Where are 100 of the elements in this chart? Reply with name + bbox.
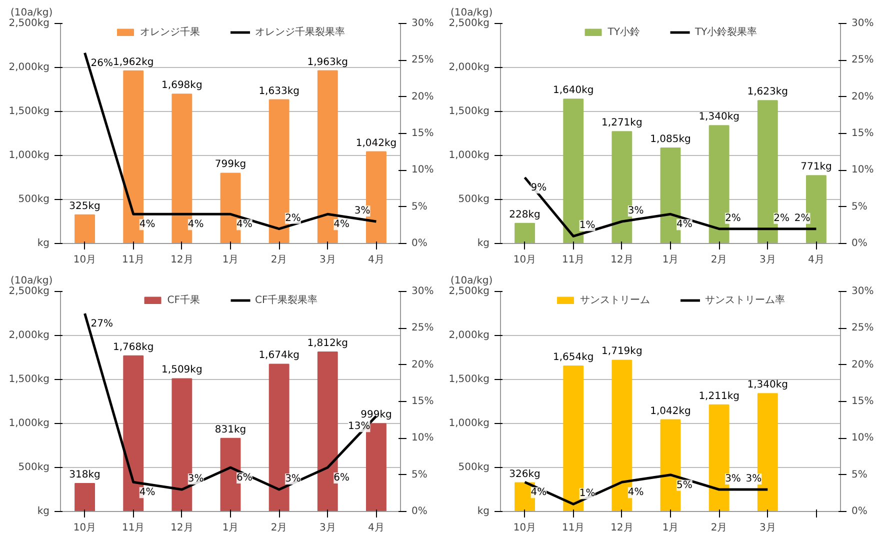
y2-tick-label: 30% (852, 286, 874, 297)
text: (10a/kg) (10, 276, 53, 286)
x-tick-label: 1月 (222, 254, 239, 266)
bar (74, 483, 95, 512)
y2-tick-label: 10% (852, 164, 874, 176)
y2-tick-label: 0% (852, 238, 868, 249)
y2-tick-label: 10% (412, 164, 434, 176)
x-tick-label: 3月 (759, 254, 776, 266)
legend-label: オレンジ千果 (140, 26, 200, 39)
y2-tick-label: 0% (412, 238, 428, 249)
data-label: 4% (676, 219, 692, 230)
data-label: 1,698kg (162, 80, 202, 92)
y-tick-label: 1,000kg (8, 418, 50, 429)
data-label: 27% (90, 318, 114, 330)
data-label: 3% (188, 474, 204, 484)
x-tick-label: 1月 (662, 522, 679, 534)
data-label: 326kg (509, 468, 540, 480)
x-tick-label: 2月 (270, 522, 288, 534)
y2-tick-label: 20% (852, 359, 874, 370)
data-label: 1% (579, 220, 596, 232)
legend-label: CF千果 (167, 294, 200, 307)
x-tick-label: 12月 (610, 254, 634, 266)
y-tick-label: 1,500kg (448, 106, 490, 117)
y2-tick-label: 30% (412, 18, 434, 29)
y2-tick-label: 20% (412, 359, 434, 370)
data-label: 1,963kg (307, 56, 348, 68)
data-label: 1,340kg (747, 380, 788, 391)
text: (10a/kg) (450, 276, 493, 286)
y-tick-label: 500kg (458, 194, 490, 205)
data-label: 771kg (800, 162, 832, 173)
data-label: 1,509kg (162, 364, 202, 376)
data-label: 3% (628, 206, 644, 216)
data-label: 1% (579, 488, 596, 500)
data-label: 2% (285, 212, 301, 224)
data-label: 2% (725, 212, 741, 224)
x-tick-label: 3月 (319, 522, 336, 534)
x-tick-label: 4月 (368, 522, 384, 534)
x-tick-label: 11月 (122, 254, 145, 266)
y2-tick-label: 25% (412, 54, 434, 66)
y-tick-label: 1,500kg (8, 106, 50, 117)
y-tick-label: 500kg (18, 462, 50, 473)
legend-label: サンストリーム率 (705, 294, 785, 307)
data-label: 799kg (214, 159, 246, 170)
y2-tick-label: 15% (852, 396, 874, 407)
y2-tick-label: 10% (412, 432, 434, 444)
data-label: 3% (354, 206, 370, 216)
data-label: 1,768kg (112, 342, 154, 353)
text: (10a/kg) (450, 8, 493, 18)
x-tick-label: 2月 (710, 522, 728, 534)
data-label: 1,271kg (602, 118, 642, 129)
data-label: 3% (285, 474, 301, 484)
data-label: 5% (676, 480, 692, 491)
y-tick-label: 2,000kg (448, 62, 490, 73)
data-label: 831kg (214, 424, 246, 436)
y2-tick-label: 5% (852, 201, 868, 212)
data-label: 228kg (509, 209, 540, 220)
y2-tick-label: 15% (852, 128, 874, 139)
data-label: 1,633kg (258, 86, 300, 97)
x-tick-label: 12月 (170, 522, 194, 534)
y2-tick-label: 10% (852, 432, 874, 444)
y2-tick-label: 5% (412, 201, 428, 212)
data-label: 325kg (69, 200, 100, 212)
y-tick-label: kg (477, 506, 490, 517)
data-label: 2% (794, 212, 810, 224)
x-tick-label: 3月 (319, 254, 336, 266)
y2-tick-label: 20% (852, 91, 874, 102)
y-tick-label: 2,000kg (448, 330, 490, 341)
data-label: 1,340kg (698, 112, 740, 123)
x-tick-label: 12月 (170, 254, 194, 266)
data-label: 13% (348, 421, 370, 432)
data-label: 1,623kg (747, 86, 788, 98)
x-tick-label: 11月 (122, 522, 145, 534)
x-tick-label: 2月 (270, 254, 288, 266)
y2-tick-label: 20% (412, 91, 434, 102)
data-label: 4% (139, 219, 156, 230)
x-tick-label: 12月 (610, 522, 634, 534)
y-tick-label: 2,000kg (8, 62, 50, 73)
data-label: 4% (628, 487, 644, 498)
text: (10a/kg) (10, 8, 53, 18)
y2-tick-label: 0% (412, 506, 428, 517)
x-tick-label: 10月 (73, 254, 96, 266)
data-label: 318kg (69, 470, 100, 481)
y2-tick-label: 0% (852, 506, 868, 517)
legend-label: サンストリーム (580, 294, 650, 307)
bar (514, 222, 535, 244)
x-tick-label: 10月 (513, 254, 536, 266)
y2-tick-label: 30% (852, 18, 874, 29)
x-tick-label: 1月 (662, 254, 679, 266)
x-tick-label: 10月 (73, 522, 96, 534)
data-label: 3% (746, 474, 762, 484)
y2-tick-label: 25% (852, 54, 874, 66)
y-tick-label: 2,500kg (8, 18, 50, 29)
data-label: 4% (236, 219, 252, 230)
y-tick-label: kg (37, 238, 50, 249)
legend-label: TY小鈴 (608, 26, 640, 39)
data-label: 1,640kg (552, 85, 594, 96)
x-tick-label: 3月 (759, 522, 776, 534)
y2-tick-label: 15% (412, 396, 434, 407)
y-tick-label: 500kg (18, 194, 50, 205)
y2-tick-label: 30% (412, 286, 434, 297)
